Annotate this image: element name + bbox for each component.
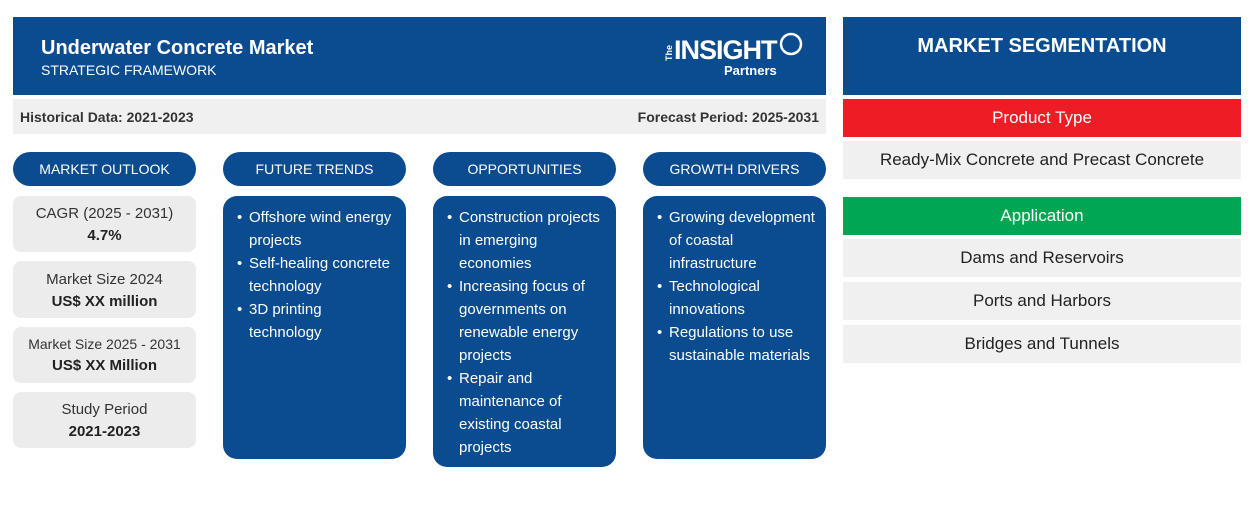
stat-market-size-2024: Market Size 2024 US$ XX million (13, 261, 196, 318)
stat-value: US$ XX Million (13, 357, 196, 374)
segment-item: Ready-Mix Concrete and Precast Concrete (843, 141, 1241, 179)
period-bar: Historical Data: 2021-2023 Forecast Peri… (13, 99, 826, 134)
stat-cagr: CAGR (2025 - 2031) 4.7% (13, 196, 196, 252)
list-item: Growing development of coastal infrastru… (655, 206, 818, 275)
market-segmentation-title: MARKET SEGMENTATION (843, 17, 1241, 95)
stat-label: CAGR (2025 - 2031) (13, 205, 196, 222)
growth-drivers-card: Growing development of coastal infrastru… (643, 196, 826, 459)
logo-ring-icon (778, 31, 804, 57)
segment-item: Bridges and Tunnels (843, 325, 1241, 363)
segment-application: Application (843, 197, 1241, 235)
market-outlook-header: MARKET OUTLOOK (13, 152, 196, 186)
opportunities-card: Construction projects in emerging econom… (433, 196, 616, 467)
future-trends-card: Offshore wind energy projects Self-heali… (223, 196, 406, 459)
list-item: Increasing focus of governments on renew… (445, 275, 608, 367)
stat-value: 4.7% (13, 227, 196, 244)
list-item: Offshore wind energy projects (235, 206, 398, 252)
forecast-period: Forecast Period: 2025-2031 (638, 109, 819, 125)
opportunities-header: OPPORTUNITIES (433, 152, 616, 186)
stat-label: Market Size 2024 (13, 271, 196, 288)
list-item: Repair and maintenance of existing coast… (445, 367, 608, 459)
list-item: Technological innovations (655, 275, 818, 321)
list-item: Construction projects in emerging econom… (445, 206, 608, 275)
list-item: 3D printing technology (235, 298, 398, 344)
page-title: Underwater Concrete Market (41, 37, 313, 60)
stat-label: Study Period (13, 401, 196, 418)
list-item: Self-healing concrete technology (235, 252, 398, 298)
logo-partners: Partners (724, 63, 777, 78)
stat-study-period: Study Period 2021-2023 (13, 392, 196, 448)
stat-value: US$ XX million (13, 293, 196, 310)
logo-insight: INSIGHT (674, 35, 777, 66)
insight-partners-logo: The INSIGHT Partners (664, 31, 804, 83)
logo-the: The (664, 45, 674, 61)
header-banner: Underwater Concrete Market STRATEGIC FRA… (13, 17, 826, 95)
segment-product-type: Product Type (843, 99, 1241, 137)
historical-data: Historical Data: 2021-2023 (20, 109, 194, 125)
page-subtitle: STRATEGIC FRAMEWORK (41, 62, 217, 78)
segment-item: Ports and Harbors (843, 282, 1241, 320)
stat-label: Market Size 2025 - 2031 (13, 336, 196, 352)
future-trends-header: FUTURE TRENDS (223, 152, 406, 186)
growth-drivers-header: GROWTH DRIVERS (643, 152, 826, 186)
stat-market-size-forecast: Market Size 2025 - 2031 US$ XX Million (13, 327, 196, 383)
stat-value: 2021-2023 (13, 423, 196, 440)
list-item: Regulations to use sustainable materials (655, 321, 818, 367)
segment-item: Dams and Reservoirs (843, 239, 1241, 277)
